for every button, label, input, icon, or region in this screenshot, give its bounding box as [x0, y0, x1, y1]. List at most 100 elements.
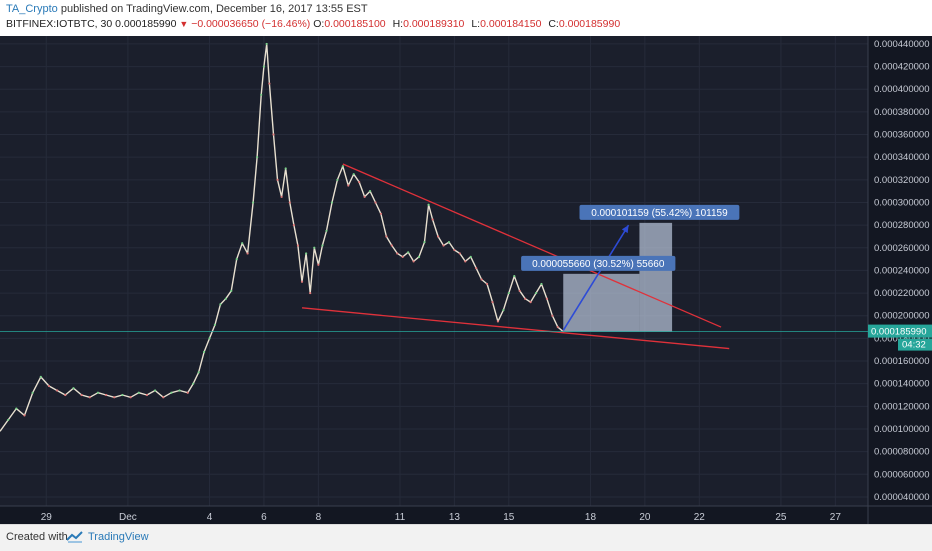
- measure-box-2[interactable]: [639, 222, 673, 332]
- price-point: [300, 280, 304, 283]
- price-point: [368, 190, 372, 193]
- price-point: [292, 224, 295, 227]
- x-tick-label: Dec: [119, 512, 137, 523]
- chart-header: TA_Crypto published on TradingView.com, …: [0, 0, 932, 36]
- y-tick-label: 0.000400000: [874, 84, 929, 95]
- price-point: [192, 382, 195, 385]
- price-point: [96, 391, 100, 394]
- time-axis[interactable]: 29 Dec 4 6 8 11 13 15 18 20 22 25 27: [0, 505, 932, 523]
- x-tick-label: 8: [316, 512, 322, 523]
- price-point: [153, 389, 157, 392]
- last-price-badge: [868, 324, 932, 338]
- price-point: [379, 212, 383, 215]
- price-point: [518, 289, 521, 292]
- measure-label-bg-2: [579, 204, 740, 220]
- price-point: [534, 291, 538, 295]
- price-point: [129, 396, 132, 399]
- price-point: [64, 393, 67, 397]
- price-point: [540, 282, 543, 286]
- y-tick-label: 0.000200000: [874, 311, 929, 322]
- price-point: [431, 218, 434, 221]
- price-point: [213, 323, 217, 326]
- price-point: [396, 252, 399, 255]
- price-axis[interactable]: 0.000040000 0.000060000 0.000080000 0.00010…: [867, 36, 929, 524]
- y-tick-label: 0.000360000: [874, 130, 929, 141]
- price-point: [105, 393, 108, 397]
- y-tick-label: 0.000440000: [874, 39, 929, 50]
- price-point: [276, 178, 279, 181]
- price-point: [453, 248, 456, 252]
- chart-area[interactable]: 0.000040000 0.000060000 0.000080000 0.00010…: [0, 36, 932, 524]
- x-tick-label: 13: [449, 512, 461, 523]
- trendline-2[interactable]: [301, 307, 730, 350]
- price-point: [23, 414, 26, 417]
- arrow-head: [621, 225, 629, 234]
- price-point: [224, 297, 227, 300]
- price-point: [401, 255, 404, 258]
- price-point: [280, 195, 283, 198]
- price-point: [480, 278, 483, 281]
- price-point: [407, 251, 410, 254]
- price-point: [284, 167, 287, 170]
- trendlines[interactable]: [301, 163, 730, 350]
- price-point: [458, 252, 461, 255]
- y-tick-label: 0.000060000: [874, 469, 929, 480]
- high-value: 0.000189310: [403, 18, 465, 30]
- x-tick-label: 25: [775, 512, 787, 523]
- price-point: [72, 387, 75, 390]
- price-point: [39, 375, 42, 378]
- y-tick-label: 0.000100000: [874, 424, 929, 435]
- price-point: [309, 291, 312, 295]
- price-point: [241, 242, 244, 245]
- price-point: [256, 156, 259, 159]
- x-tick-label: 4: [207, 512, 213, 523]
- trendline-1[interactable]: [342, 163, 722, 328]
- price-chart[interactable]: 0.000040000 0.000060000 0.000080000 0.00010…: [0, 36, 932, 524]
- y-tick-label: 0.000420000: [874, 62, 929, 73]
- axis-badges: 0.000055660 (30.52%) 55660 0.000101159 (5…: [0, 204, 932, 351]
- price-point: [412, 260, 415, 263]
- y-tick-label: 0.000080000: [874, 447, 929, 458]
- x-tick-label: 27: [830, 512, 842, 523]
- price-point: [145, 393, 149, 397]
- price-point: [80, 393, 83, 397]
- price-point: [88, 396, 91, 399]
- price-point: [219, 303, 222, 306]
- price-point: [551, 314, 554, 317]
- high-label: H:: [392, 18, 404, 30]
- created-with-text: Created with: [6, 531, 68, 543]
- price-point: [7, 418, 10, 422]
- y-tick-label: 0.000320000: [874, 175, 929, 186]
- x-tick-label: 18: [585, 512, 597, 523]
- measure-box-1[interactable]: [563, 273, 640, 332]
- y-tick-label: 0.000340000: [874, 152, 929, 163]
- price-point: [447, 241, 451, 244]
- tradingview-brand[interactable]: TradingView: [88, 531, 149, 543]
- author-link[interactable]: TA_Crypto: [6, 3, 58, 15]
- price-point: [121, 393, 124, 397]
- measure-label-2: 0.000101159 (55.42%) 101159: [591, 208, 728, 219]
- price-point: [170, 391, 173, 394]
- countdown-label: 04:32: [902, 340, 926, 351]
- x-tick-label: 29: [41, 512, 53, 523]
- close-label: C:: [548, 18, 559, 30]
- y-tick-label: 0.000040000: [874, 492, 929, 503]
- down-triangle-icon: ▼: [179, 19, 189, 29]
- price-point: [352, 173, 355, 176]
- x-tick-label: 11: [395, 512, 406, 523]
- symbol-line: BITFINEX:IOTBTC, 30 0.000185990 ▼ −0.000…: [6, 18, 624, 30]
- price-point: [469, 255, 472, 258]
- price-point: [524, 297, 527, 300]
- x-tick-label: 22: [694, 512, 706, 523]
- price-point: [330, 201, 334, 204]
- price-series: [0, 42, 565, 432]
- price-point: [513, 274, 516, 278]
- price-point: [31, 391, 34, 394]
- close-value: 0.000185990: [558, 18, 621, 30]
- grid: [0, 36, 868, 506]
- y-tick-label: 0.000140000: [874, 379, 929, 390]
- tradingview-logo-icon: [66, 531, 83, 543]
- projection-arrow[interactable]: [562, 224, 630, 331]
- price-point: [178, 389, 181, 392]
- y-tick-label: 0.000240000: [874, 265, 929, 276]
